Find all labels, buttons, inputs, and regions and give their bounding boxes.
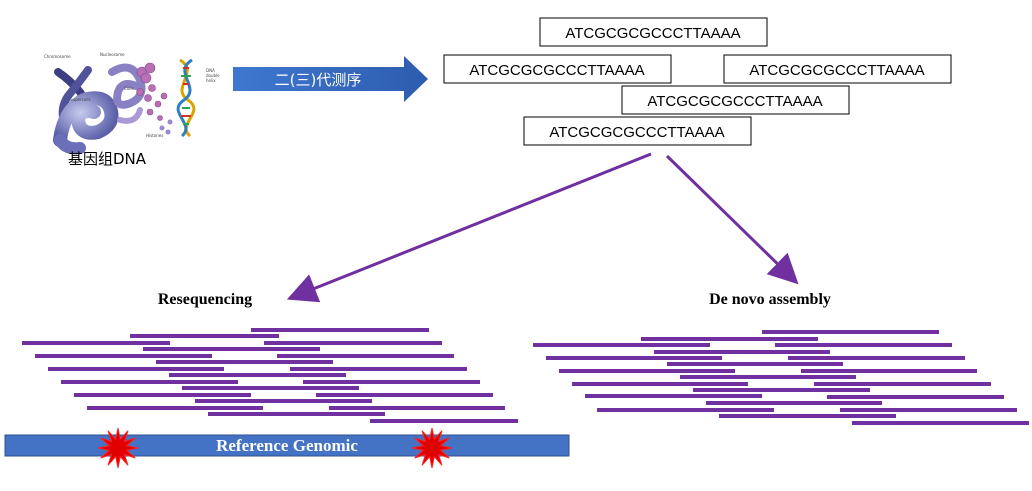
read-bar xyxy=(87,406,263,410)
reference-genome-label: Reference Genomic xyxy=(216,436,358,455)
read-sequence: ATCGCGCGCCCTTAAAA xyxy=(749,62,924,79)
read-bar xyxy=(641,337,818,341)
read-bar xyxy=(329,406,505,410)
dna-illustration: Chromosome Nucleosome Supercoils Coils H… xyxy=(44,52,220,155)
resequencing-read-stack xyxy=(22,328,518,423)
read-bar xyxy=(654,350,830,354)
sequencing-arrow: 二(三)代测序 xyxy=(233,56,428,102)
read-sequence: ATCGCGCGCCCTTAAAA xyxy=(549,124,724,141)
read-bar xyxy=(316,393,493,397)
read-bar xyxy=(706,401,882,405)
denovo-read-stack xyxy=(533,330,1029,425)
read-bar xyxy=(762,330,939,334)
read-box: ATCGCGCGCCCTTAAAA xyxy=(621,85,850,115)
read-bar xyxy=(572,382,748,386)
read-box: ATCGCGCGCCCTTAAAA xyxy=(523,116,752,146)
read-bar xyxy=(788,356,965,360)
variant-star-icon xyxy=(411,427,453,469)
read-bar xyxy=(693,388,870,392)
variant-star-icon xyxy=(97,427,139,469)
read-box: ATCGCGCGCCCTTAAAA xyxy=(443,54,672,84)
read-bar xyxy=(195,399,372,403)
sequencing-arrow-label: 二(三)代测序 xyxy=(275,71,362,89)
read-bar xyxy=(719,414,896,418)
read-bar xyxy=(156,360,333,364)
read-sequence: ATCGCGCGCCCTTAAAA xyxy=(565,25,740,42)
read-bar xyxy=(559,369,735,373)
to-resequencing-arrow xyxy=(286,152,652,303)
read-bar xyxy=(303,380,480,384)
read-bar xyxy=(827,395,1004,399)
tiny-label: Chromosome xyxy=(44,54,71,59)
coil-fiber-icon xyxy=(108,63,146,124)
read-bar xyxy=(801,369,977,373)
histone-icon xyxy=(159,119,173,135)
read-bar xyxy=(264,341,442,345)
read-bar xyxy=(775,343,952,347)
read-box: ATCGCGCGCCCTTAAAA xyxy=(723,54,952,84)
read-bar xyxy=(130,334,279,338)
read-bar xyxy=(61,380,238,384)
nucleosome-icon xyxy=(136,62,168,121)
denovo-title: De novo assembly xyxy=(709,291,831,308)
tiny-label: helix xyxy=(206,78,216,83)
supercoil-icon xyxy=(53,91,119,155)
read-sequence: ATCGCGCGCCCTTAAAA xyxy=(469,62,644,79)
read-bar xyxy=(277,354,454,358)
read-bar xyxy=(370,419,518,423)
genome-dna-caption: 基因组DNA xyxy=(68,150,147,168)
read-bar xyxy=(22,341,170,345)
read-bar xyxy=(143,347,320,351)
read-bar xyxy=(597,408,774,412)
read-bar xyxy=(667,362,843,366)
tiny-label: Supercoils xyxy=(70,97,91,102)
read-bar xyxy=(814,382,991,386)
read-box: ATCGCGCGCCCTTAAAA xyxy=(539,17,768,47)
read-bar xyxy=(546,356,722,360)
tiny-label: Nucleosome xyxy=(100,52,125,57)
tiny-label: double xyxy=(206,73,220,78)
read-bar xyxy=(169,373,346,377)
to-denovo-arrow xyxy=(665,154,799,285)
read-bar xyxy=(251,328,429,332)
double-helix-icon xyxy=(176,58,196,138)
read-bar xyxy=(533,343,710,347)
reference-genome-bar: Reference Genomic xyxy=(4,434,570,457)
tiny-label: Histones xyxy=(146,133,163,138)
tiny-label: DNA xyxy=(206,68,215,73)
read-bar xyxy=(840,408,1017,412)
read-bar xyxy=(680,375,856,379)
read-sequence: ATCGCGCGCCCTTAAAA xyxy=(647,93,822,110)
read-bar xyxy=(74,393,251,397)
read-bar xyxy=(35,354,212,358)
read-bar xyxy=(48,367,224,371)
read-bar xyxy=(585,394,762,398)
read-bar xyxy=(208,412,385,416)
reads-group: ATCGCGCGCCCTTAAAA ATCGCGCGCCCTTAAAA ATCG… xyxy=(443,17,952,146)
read-bar xyxy=(852,421,1029,425)
read-bar xyxy=(182,386,359,390)
resequencing-title: Resequencing xyxy=(158,291,252,308)
tiny-label: Coils xyxy=(124,86,134,91)
read-bar xyxy=(290,367,467,371)
